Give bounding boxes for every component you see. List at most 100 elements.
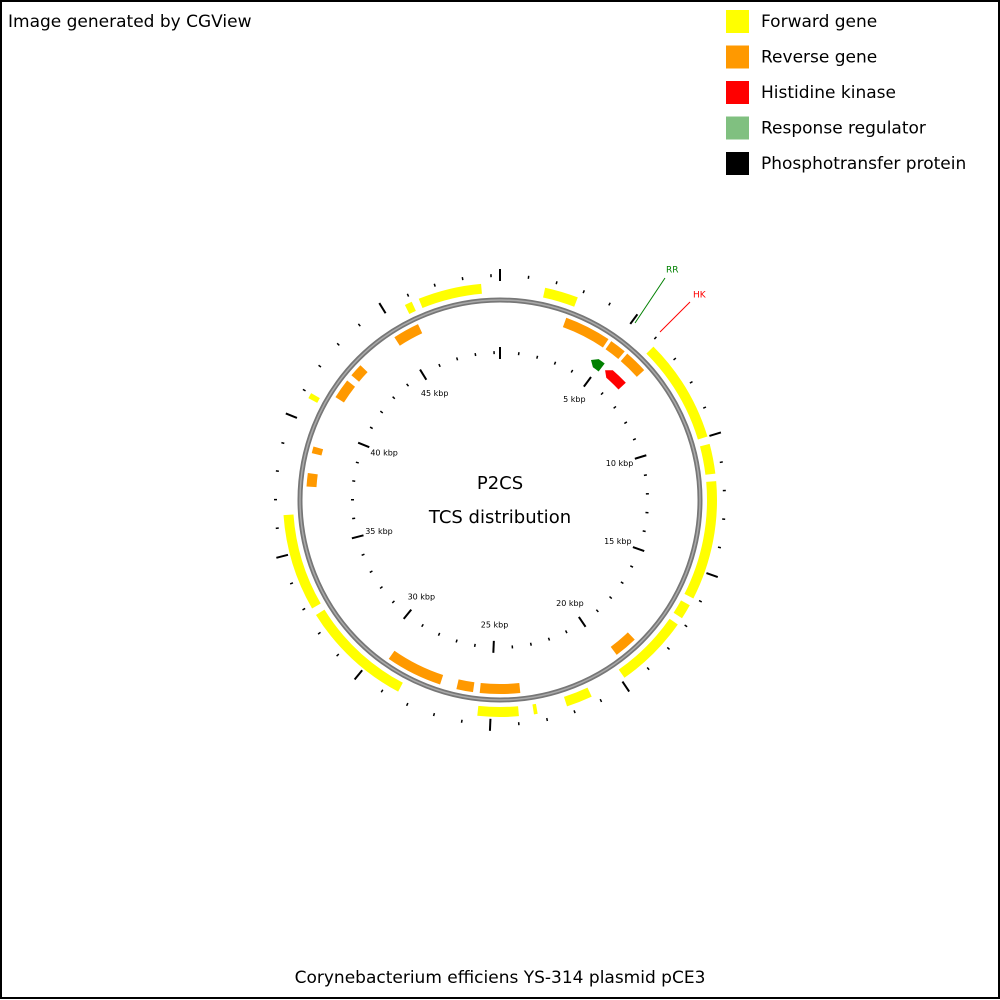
inner-tick <box>529 642 532 646</box>
forward-gene <box>532 703 538 715</box>
outer-tick <box>336 342 340 346</box>
inner-tick <box>419 369 428 381</box>
tick-label: 35 kbp <box>365 527 393 536</box>
inner-tick <box>609 595 613 600</box>
legend-label: Reverse gene <box>761 48 877 68</box>
feature-label: RR <box>666 266 679 276</box>
legend-label: Phosphotransfer protein <box>761 154 966 174</box>
tick-label: 15 kbp <box>604 537 632 546</box>
inner-tick <box>437 632 441 637</box>
outer-tick <box>555 281 558 285</box>
outer-tick <box>285 412 298 419</box>
outer-tick <box>653 336 657 340</box>
feature-label: HK <box>693 291 707 301</box>
inner-tick <box>642 530 646 533</box>
inner-tick <box>583 376 592 388</box>
outer-tick <box>378 302 387 314</box>
forward-gene <box>699 443 716 475</box>
forward-gene <box>315 609 403 692</box>
outer-tick <box>709 431 722 437</box>
reverse-gene <box>394 324 423 346</box>
reverse-gene <box>610 632 635 655</box>
forward-gene <box>646 346 708 440</box>
outer-tick <box>706 572 719 579</box>
outer-tick <box>317 631 321 635</box>
outer-tick <box>336 653 340 657</box>
rr-leader <box>634 277 666 324</box>
reverse-gene <box>335 380 356 403</box>
outer-tick <box>719 461 723 464</box>
outer-tick <box>717 546 722 549</box>
outer-tick <box>599 698 603 703</box>
response-regulator <box>590 359 605 372</box>
forward-gene <box>418 283 482 309</box>
legend-label: Histidine kinase <box>761 83 896 103</box>
inner-tick <box>455 357 459 361</box>
outer-tick <box>698 599 703 603</box>
inner-tick <box>392 396 396 400</box>
tick-label: 40 kbp <box>370 449 398 458</box>
tick-label: 25 kbp <box>481 620 509 629</box>
inner-tick <box>632 438 637 441</box>
legend-swatch <box>726 152 749 175</box>
inner-tick <box>578 616 587 628</box>
caption: Corynebacterium efficiens YS-314 plasmid… <box>295 968 706 988</box>
reverse-gene <box>620 353 645 377</box>
outer-tick <box>433 283 436 287</box>
inner-tick <box>629 565 634 568</box>
map-title: P2CS <box>477 473 523 494</box>
inner-tick <box>379 410 384 414</box>
inner-tick <box>492 640 495 653</box>
inner-tick <box>474 352 477 357</box>
reverse-gene <box>306 473 318 488</box>
reverse-gene <box>311 446 324 456</box>
inner-tick <box>564 630 568 634</box>
outer-tick <box>666 646 671 651</box>
forward-gene <box>673 600 690 619</box>
legend-swatch <box>726 10 749 33</box>
outer-tick <box>684 624 688 628</box>
forward-gene <box>404 301 416 314</box>
inner-tick <box>600 391 604 396</box>
inner-tick <box>473 643 476 647</box>
outer-tick <box>460 719 463 723</box>
tick-label: 5 kbp <box>563 395 585 404</box>
inner-tick <box>643 474 647 477</box>
inner-tick <box>421 623 424 628</box>
reverse-gene <box>479 683 521 695</box>
outer-tick <box>608 302 611 306</box>
inner-tick <box>355 461 359 464</box>
outer-tick <box>488 718 492 731</box>
legend-label: Response regulator <box>761 119 926 139</box>
inner-tick <box>455 639 458 643</box>
inner-tick <box>438 363 441 368</box>
inner-tick <box>391 600 395 604</box>
inner-tick <box>357 441 370 449</box>
inner-tick <box>634 454 647 460</box>
outer-tick <box>461 277 464 281</box>
reverse-gene <box>562 317 609 348</box>
inner-tick <box>570 369 574 373</box>
outer-tick <box>276 553 289 559</box>
inner-tick <box>536 355 539 359</box>
forward-gene <box>477 705 519 717</box>
hk-leader <box>659 301 691 333</box>
credit: Image generated by CGView <box>8 12 252 32</box>
legend-swatch <box>726 45 749 69</box>
inner-tick <box>623 421 628 425</box>
outer-tick <box>302 607 306 611</box>
outer-tick <box>318 364 322 368</box>
outer-tick <box>353 669 363 681</box>
forward-gene <box>618 618 678 678</box>
legend: Forward gene Reverse gene Histidine kinase… <box>726 10 966 175</box>
outer-tick <box>646 667 650 671</box>
outer-tick <box>281 441 285 445</box>
legend-label: Forward gene <box>761 12 877 32</box>
outer-tick <box>621 681 631 693</box>
outer-tick <box>673 357 677 361</box>
reverse-gene <box>456 679 475 693</box>
inner-tick <box>402 608 413 620</box>
outer-tick <box>546 717 549 722</box>
